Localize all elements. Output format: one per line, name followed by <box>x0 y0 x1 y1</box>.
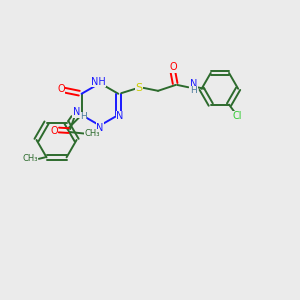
Text: NH: NH <box>91 77 106 87</box>
Text: O: O <box>50 126 58 136</box>
Text: S: S <box>135 83 142 93</box>
Text: N: N <box>96 123 103 133</box>
Text: O: O <box>57 84 65 94</box>
Text: N: N <box>190 79 197 89</box>
Text: N: N <box>73 107 80 117</box>
Text: CH₃: CH₃ <box>22 154 38 163</box>
Text: O: O <box>169 62 177 72</box>
Text: Cl: Cl <box>232 111 242 121</box>
Text: N: N <box>116 111 124 122</box>
Text: H: H <box>80 112 87 121</box>
Text: CH₃: CH₃ <box>84 129 100 138</box>
Text: H: H <box>190 86 197 95</box>
